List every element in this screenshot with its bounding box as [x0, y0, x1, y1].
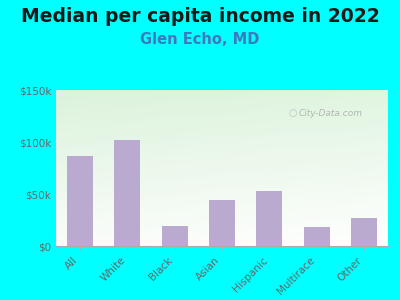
Bar — [304, 227, 330, 246]
Text: City-Data.com: City-Data.com — [298, 109, 362, 118]
Bar — [114, 140, 140, 246]
Bar — [351, 218, 377, 246]
Bar — [162, 226, 188, 246]
Bar — [256, 191, 282, 246]
Bar — [67, 155, 93, 246]
Text: Glen Echo, MD: Glen Echo, MD — [140, 32, 260, 46]
Bar — [209, 200, 235, 246]
Text: Median per capita income in 2022: Median per capita income in 2022 — [21, 8, 379, 26]
Text: ○: ○ — [288, 108, 297, 118]
